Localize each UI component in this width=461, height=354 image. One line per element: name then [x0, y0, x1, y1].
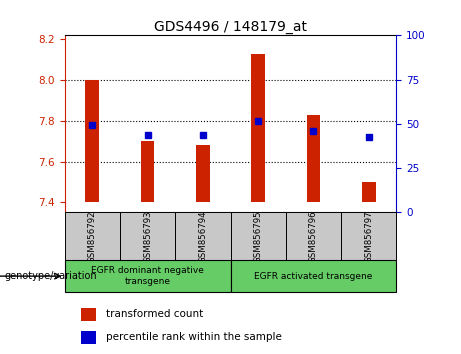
- Bar: [251, 54, 265, 202]
- Text: EGFR activated transgene: EGFR activated transgene: [254, 272, 372, 281]
- Bar: [307, 115, 320, 202]
- Text: GSM856795: GSM856795: [254, 210, 263, 263]
- Title: GDS4496 / 148179_at: GDS4496 / 148179_at: [154, 21, 307, 34]
- Bar: [175, 212, 230, 260]
- Bar: [85, 80, 99, 202]
- Text: GSM856792: GSM856792: [88, 210, 97, 263]
- Bar: [230, 212, 286, 260]
- Text: GSM856794: GSM856794: [198, 210, 207, 263]
- Bar: [196, 145, 210, 202]
- Bar: [362, 182, 376, 202]
- Bar: [141, 141, 154, 202]
- Bar: [286, 212, 341, 260]
- Text: percentile rank within the sample: percentile rank within the sample: [106, 332, 282, 342]
- Bar: [81, 331, 96, 343]
- Text: GSM856796: GSM856796: [309, 210, 318, 263]
- Text: GSM856793: GSM856793: [143, 210, 152, 263]
- Text: EGFR dominant negative
transgene: EGFR dominant negative transgene: [91, 267, 204, 286]
- Bar: [120, 212, 175, 260]
- Bar: [230, 260, 396, 292]
- Text: transformed count: transformed count: [106, 309, 203, 319]
- Text: GSM856797: GSM856797: [364, 210, 373, 263]
- Text: genotype/variation: genotype/variation: [5, 271, 97, 281]
- Bar: [65, 260, 230, 292]
- Bar: [81, 308, 96, 321]
- Bar: [65, 212, 120, 260]
- Bar: [341, 212, 396, 260]
